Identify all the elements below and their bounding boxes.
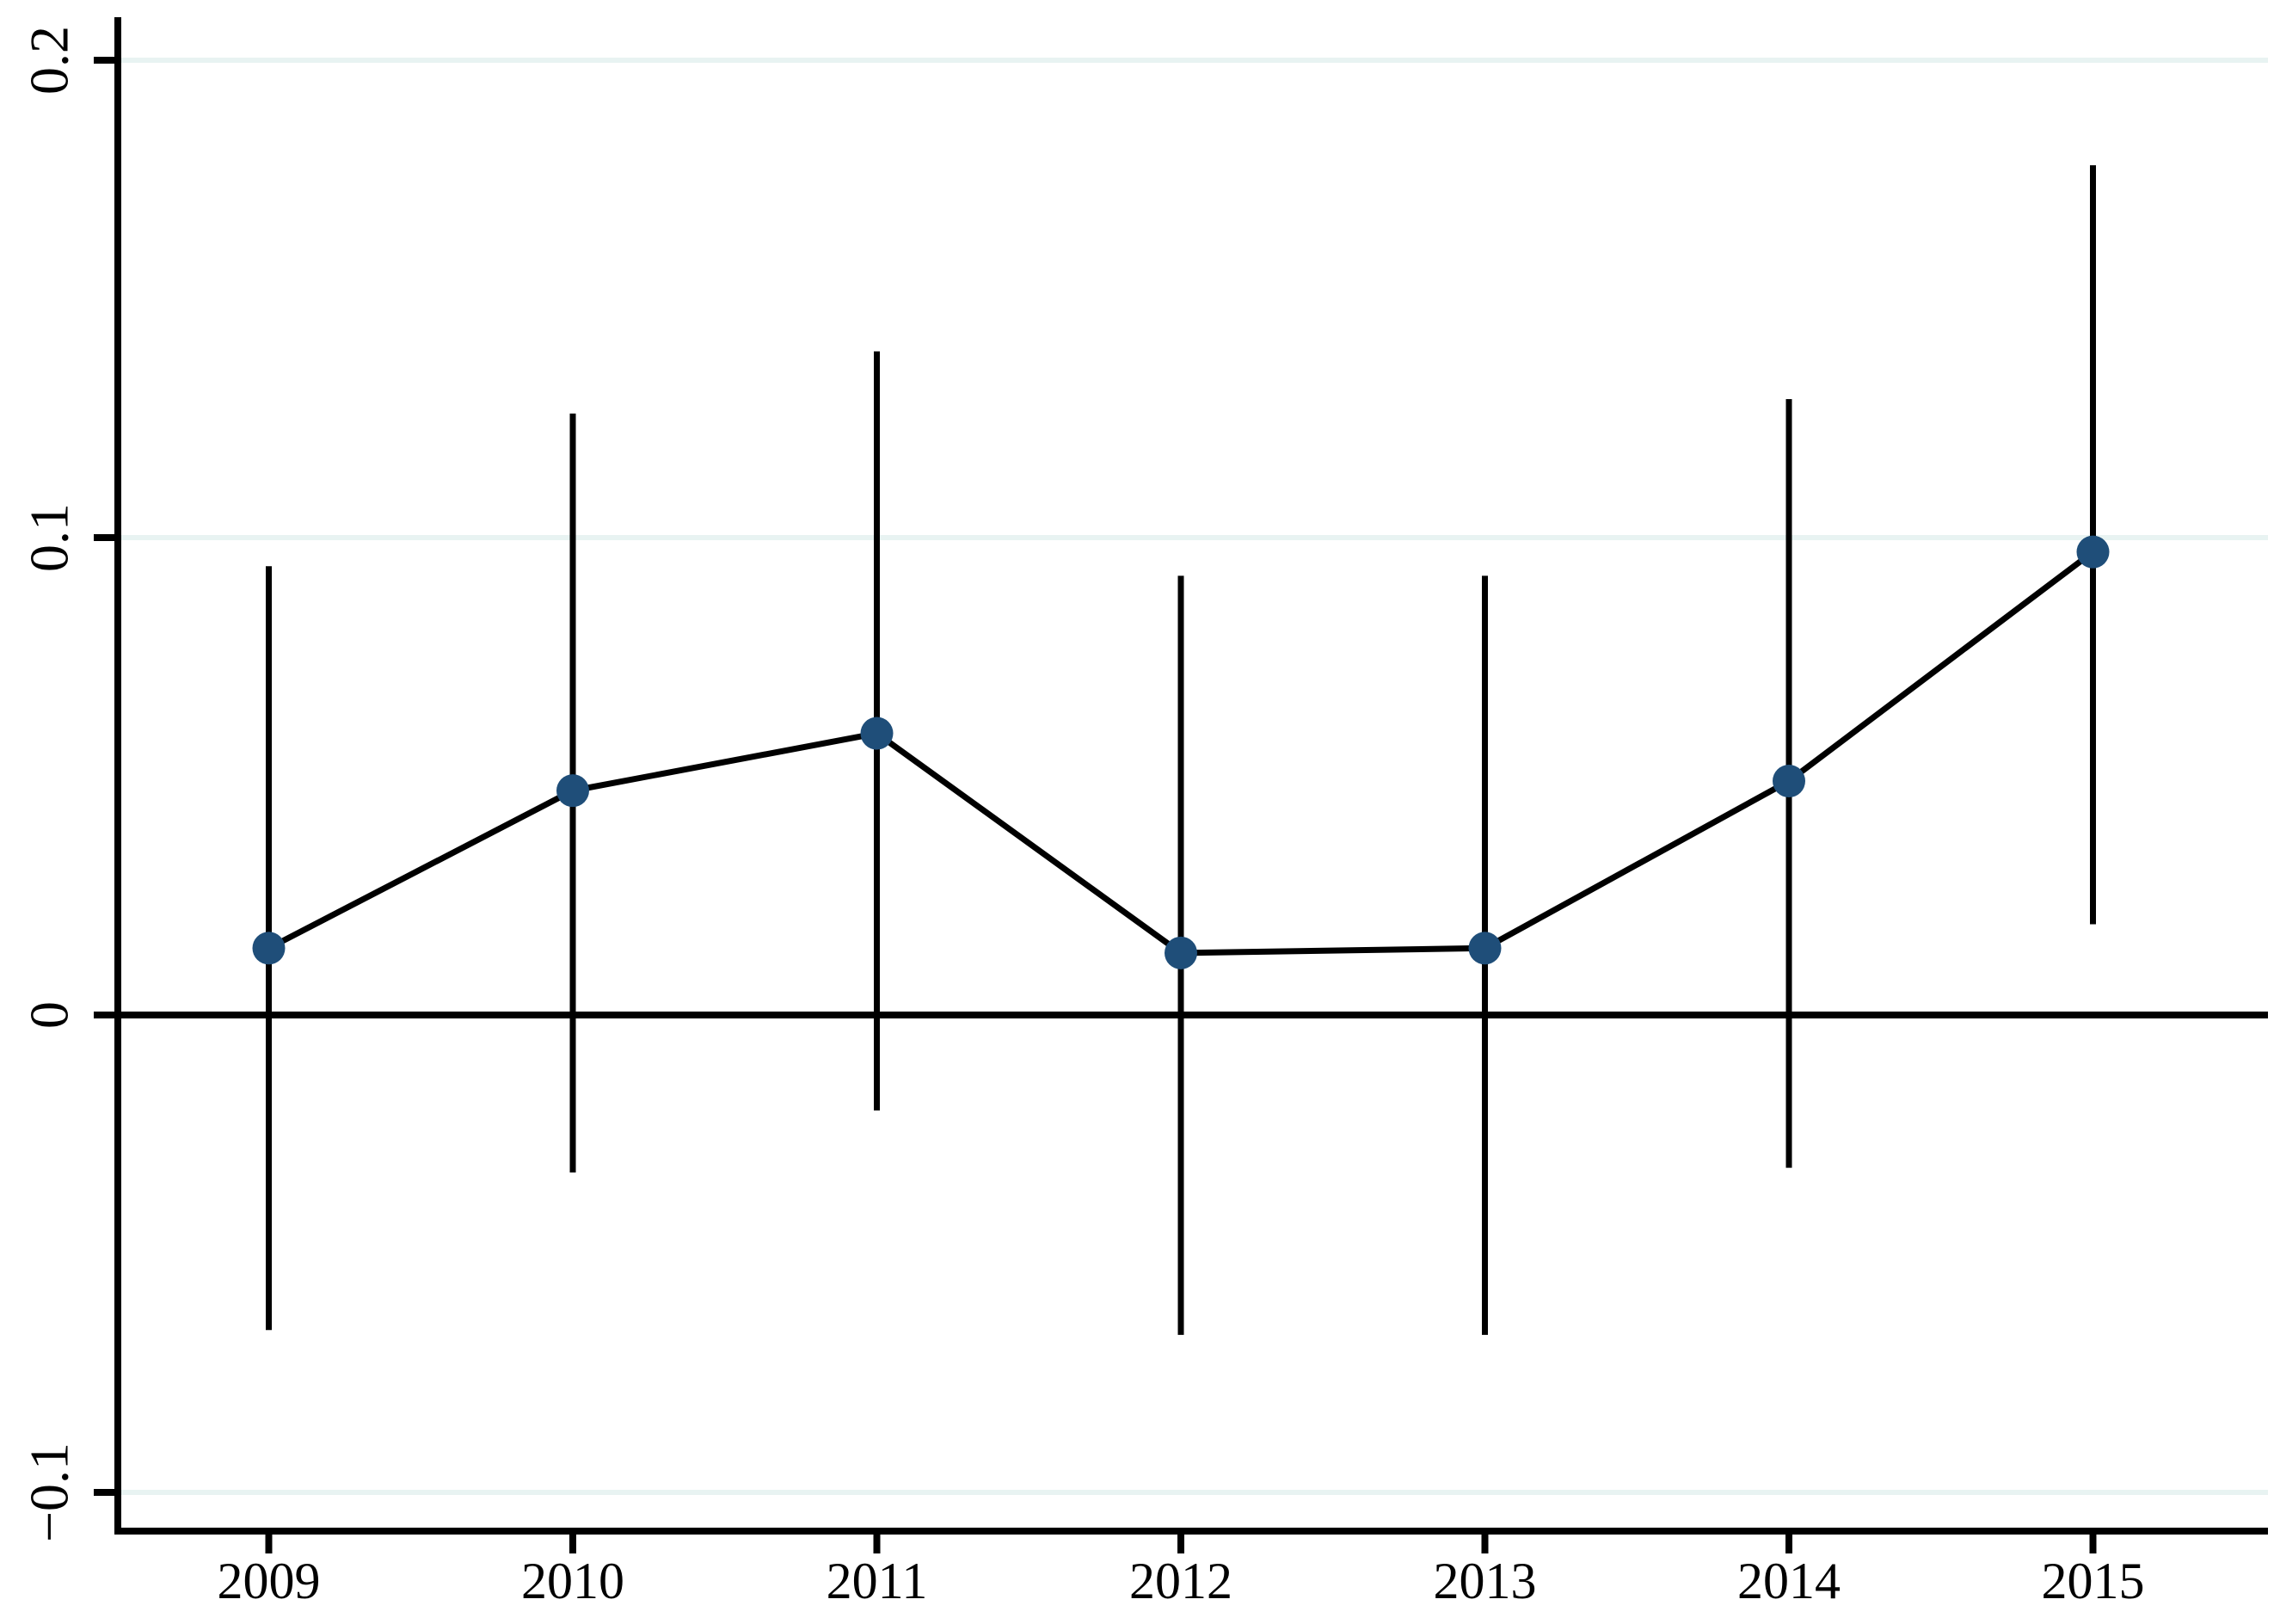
data-point-2015 <box>2076 535 2110 569</box>
x-tick-label: 2012 <box>1129 1553 1232 1609</box>
data-point-2011 <box>860 717 894 750</box>
y-tick-label: 0 <box>19 1001 80 1029</box>
y-tick-label: 0.1 <box>19 503 80 572</box>
data-point-2013 <box>1468 932 1502 965</box>
data-point-2014 <box>1773 765 1805 798</box>
x-tick-label: 2011 <box>827 1553 928 1609</box>
x-tick-label: 2010 <box>521 1553 624 1609</box>
x-tick-label: 2013 <box>1434 1553 1537 1609</box>
x-tick-label: 2014 <box>1737 1553 1841 1609</box>
y-tick-label: 0.2 <box>19 26 80 95</box>
x-tick-label: 2009 <box>218 1553 321 1609</box>
x-tick-label: 2015 <box>2042 1553 2145 1609</box>
data-point-2010 <box>556 774 589 808</box>
data-point-2009 <box>252 932 286 965</box>
y-tick-label: −0.1 <box>19 1443 80 1542</box>
data-point-2012 <box>1165 936 1197 969</box>
